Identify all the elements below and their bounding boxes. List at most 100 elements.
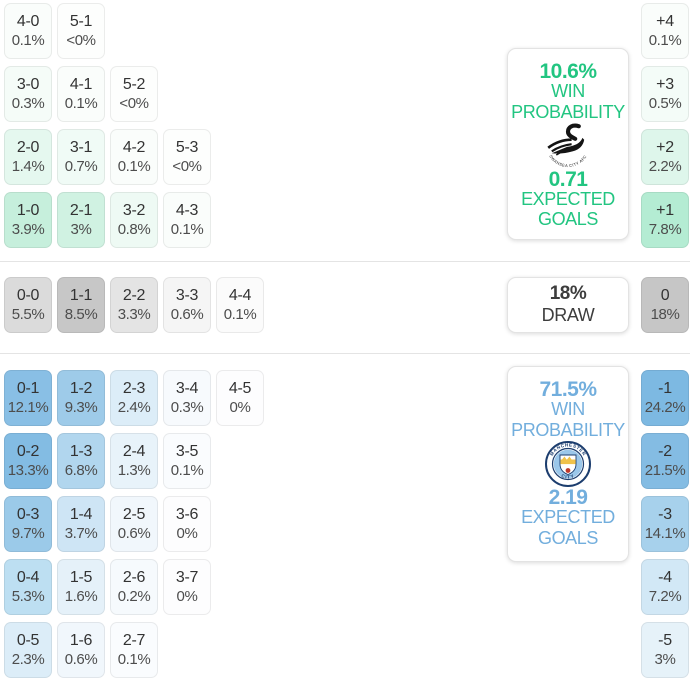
probability-label: <0% [172, 158, 202, 176]
home-win-probability-value: 10.6% [539, 60, 597, 83]
svg-text:CITY: CITY [561, 473, 576, 480]
score-cell-5-3: 5-3 <0% [163, 129, 211, 185]
goal-diff-label: +4 [656, 12, 674, 30]
probability-label: 0.1% [117, 651, 151, 669]
probability-label: 0.2% [117, 588, 151, 606]
score-cell-4-0: 4-0 0.1% [4, 3, 52, 59]
score-cell-4-3: 4-3 0.1% [163, 192, 211, 248]
home-expected-goals-value: 0.71 [548, 167, 588, 191]
probability-label: 0.6% [117, 525, 151, 543]
probability-label: 0.3% [11, 95, 45, 113]
away-score-row-4: 0-4 5.3% 1-5 1.6% 2-6 0.2% 3-7 0% [4, 559, 211, 615]
score-label: 5-2 [122, 75, 146, 93]
score-cell-1-1: 1-1 8.5% [57, 277, 105, 333]
probability-label: 3% [654, 651, 676, 669]
score-label: 4-4 [228, 286, 252, 304]
goal-diff-label: +2 [656, 138, 674, 156]
goal-diff-cell-0: 0 18% [641, 277, 689, 333]
probability-label: 2.3% [11, 651, 45, 669]
score-cell-2-1: 2-1 3% [57, 192, 105, 248]
probability-label: 3% [70, 221, 92, 239]
goals-word: GOALS [537, 209, 598, 230]
score-cell-2-5: 2-5 0.6% [110, 496, 158, 552]
score-label: 2-4 [122, 442, 146, 460]
goal-diff-cell-minus4: -4 7.2% [641, 559, 689, 615]
probability-label: 8.5% [64, 306, 98, 324]
probability-label: 0.7% [64, 158, 98, 176]
goal-diff-cell-plus4: +4 0.1% [641, 3, 689, 59]
goals-word: GOALS [537, 528, 598, 549]
swansea-crest-icon: SWANSEA CITY AFC [541, 123, 595, 169]
score-cell-0-2: 0-2 13.3% [4, 433, 52, 489]
score-cell-4-4: 4-4 0.1% [216, 277, 264, 333]
goal-diff-cell-minus2: -2 21.5% [641, 433, 689, 489]
score-label: 2-2 [122, 286, 146, 304]
score-label: 3-5 [175, 442, 199, 460]
score-label: 1-2 [69, 379, 93, 397]
draw-goal-diff-column: 0 18% [641, 277, 689, 333]
manchester-city-crest-icon: MANCHESTER CITY [545, 441, 591, 487]
score-cell-3-3: 3-3 0.6% [163, 277, 211, 333]
goal-diff-label: 0 [660, 286, 670, 304]
probability-label: 24.2% [644, 399, 686, 417]
probability-label: 0.1% [117, 158, 151, 176]
probability-label: 9.7% [11, 525, 45, 543]
score-cell-1-5: 1-5 1.6% [57, 559, 105, 615]
probability-label: 0.1% [64, 95, 98, 113]
score-cell-0-5: 0-5 2.3% [4, 622, 52, 678]
score-cell-1-6: 1-6 0.6% [57, 622, 105, 678]
score-cell-5-2: 5-2 <0% [110, 66, 158, 122]
score-label: 3-7 [175, 568, 199, 586]
probability-label: 0.1% [170, 221, 204, 239]
away-score-row-2: 0-2 13.3% 1-3 6.8% 2-4 1.3% 3-5 0.1% [4, 433, 211, 489]
home-score-row-1: 4-0 0.1% 5-1 <0% [4, 3, 105, 59]
score-label: 0-2 [16, 442, 40, 460]
expected-goals-label: EXPECTED GOALS [521, 508, 615, 549]
score-label: 1-6 [69, 631, 93, 649]
score-label: 2-1 [69, 201, 93, 219]
score-label: 1-0 [16, 201, 40, 219]
score-cell-1-4: 1-4 3.7% [57, 496, 105, 552]
svg-text:SWANSEA CITY AFC: SWANSEA CITY AFC [548, 153, 587, 167]
home-win-summary-box: 10.6% WIN PROBABILITY SWANSEA CITY AFC 0… [507, 48, 629, 240]
win-word: WIN [551, 81, 585, 101]
score-label: 3-4 [175, 379, 199, 397]
score-label: 4-5 [228, 379, 252, 397]
home-score-row-3: 2-0 1.4% 3-1 0.7% 4-2 0.1% 5-3 <0% [4, 129, 211, 185]
probability-label: 0.1% [648, 32, 682, 50]
probability-label: 18% [650, 306, 680, 324]
score-cell-3-2: 3-2 0.8% [110, 192, 158, 248]
score-label: 0-1 [16, 379, 40, 397]
score-cell-0-1: 0-1 12.1% [4, 370, 52, 426]
probability-label: 0.8% [117, 221, 151, 239]
score-cell-3-0: 3-0 0.3% [4, 66, 52, 122]
score-label: 1-1 [69, 286, 93, 304]
score-cell-4-1: 4-1 0.1% [57, 66, 105, 122]
goal-diff-cell-plus3: +3 0.5% [641, 66, 689, 122]
probability-label: 1.3% [117, 462, 151, 480]
score-cell-3-6: 3-6 0% [163, 496, 211, 552]
goal-diff-cell-plus2: +2 2.2% [641, 129, 689, 185]
goal-diff-cell-plus1: +1 7.8% [641, 192, 689, 248]
score-label: 0-0 [16, 286, 40, 304]
probability-label: 3.9% [11, 221, 45, 239]
home-goal-diff-column: +4 0.1% +3 0.5% +2 2.2% +1 7.8% [641, 3, 689, 248]
score-label: 3-0 [16, 75, 40, 93]
probability-label: 6.8% [64, 462, 98, 480]
score-cell-2-7: 2-7 0.1% [110, 622, 158, 678]
probability-label: 0% [176, 588, 198, 606]
away-win-probability-value: 71.5% [539, 378, 597, 401]
score-cell-3-1: 3-1 0.7% [57, 129, 105, 185]
draw-label: DRAW [541, 305, 595, 326]
score-cell-2-4: 2-4 1.3% [110, 433, 158, 489]
goal-diff-label: -1 [658, 379, 672, 397]
goal-diff-cell-minus1: -1 24.2% [641, 370, 689, 426]
score-cell-3-4: 3-4 0.3% [163, 370, 211, 426]
probability-label: 0.1% [223, 306, 257, 324]
score-label: 2-6 [122, 568, 146, 586]
score-label: 2-3 [122, 379, 146, 397]
score-cell-3-5: 3-5 0.1% [163, 433, 211, 489]
probability-word: PROBABILITY [511, 101, 625, 122]
score-label: 5-3 [175, 138, 199, 156]
score-cell-1-0: 1-0 3.9% [4, 192, 52, 248]
